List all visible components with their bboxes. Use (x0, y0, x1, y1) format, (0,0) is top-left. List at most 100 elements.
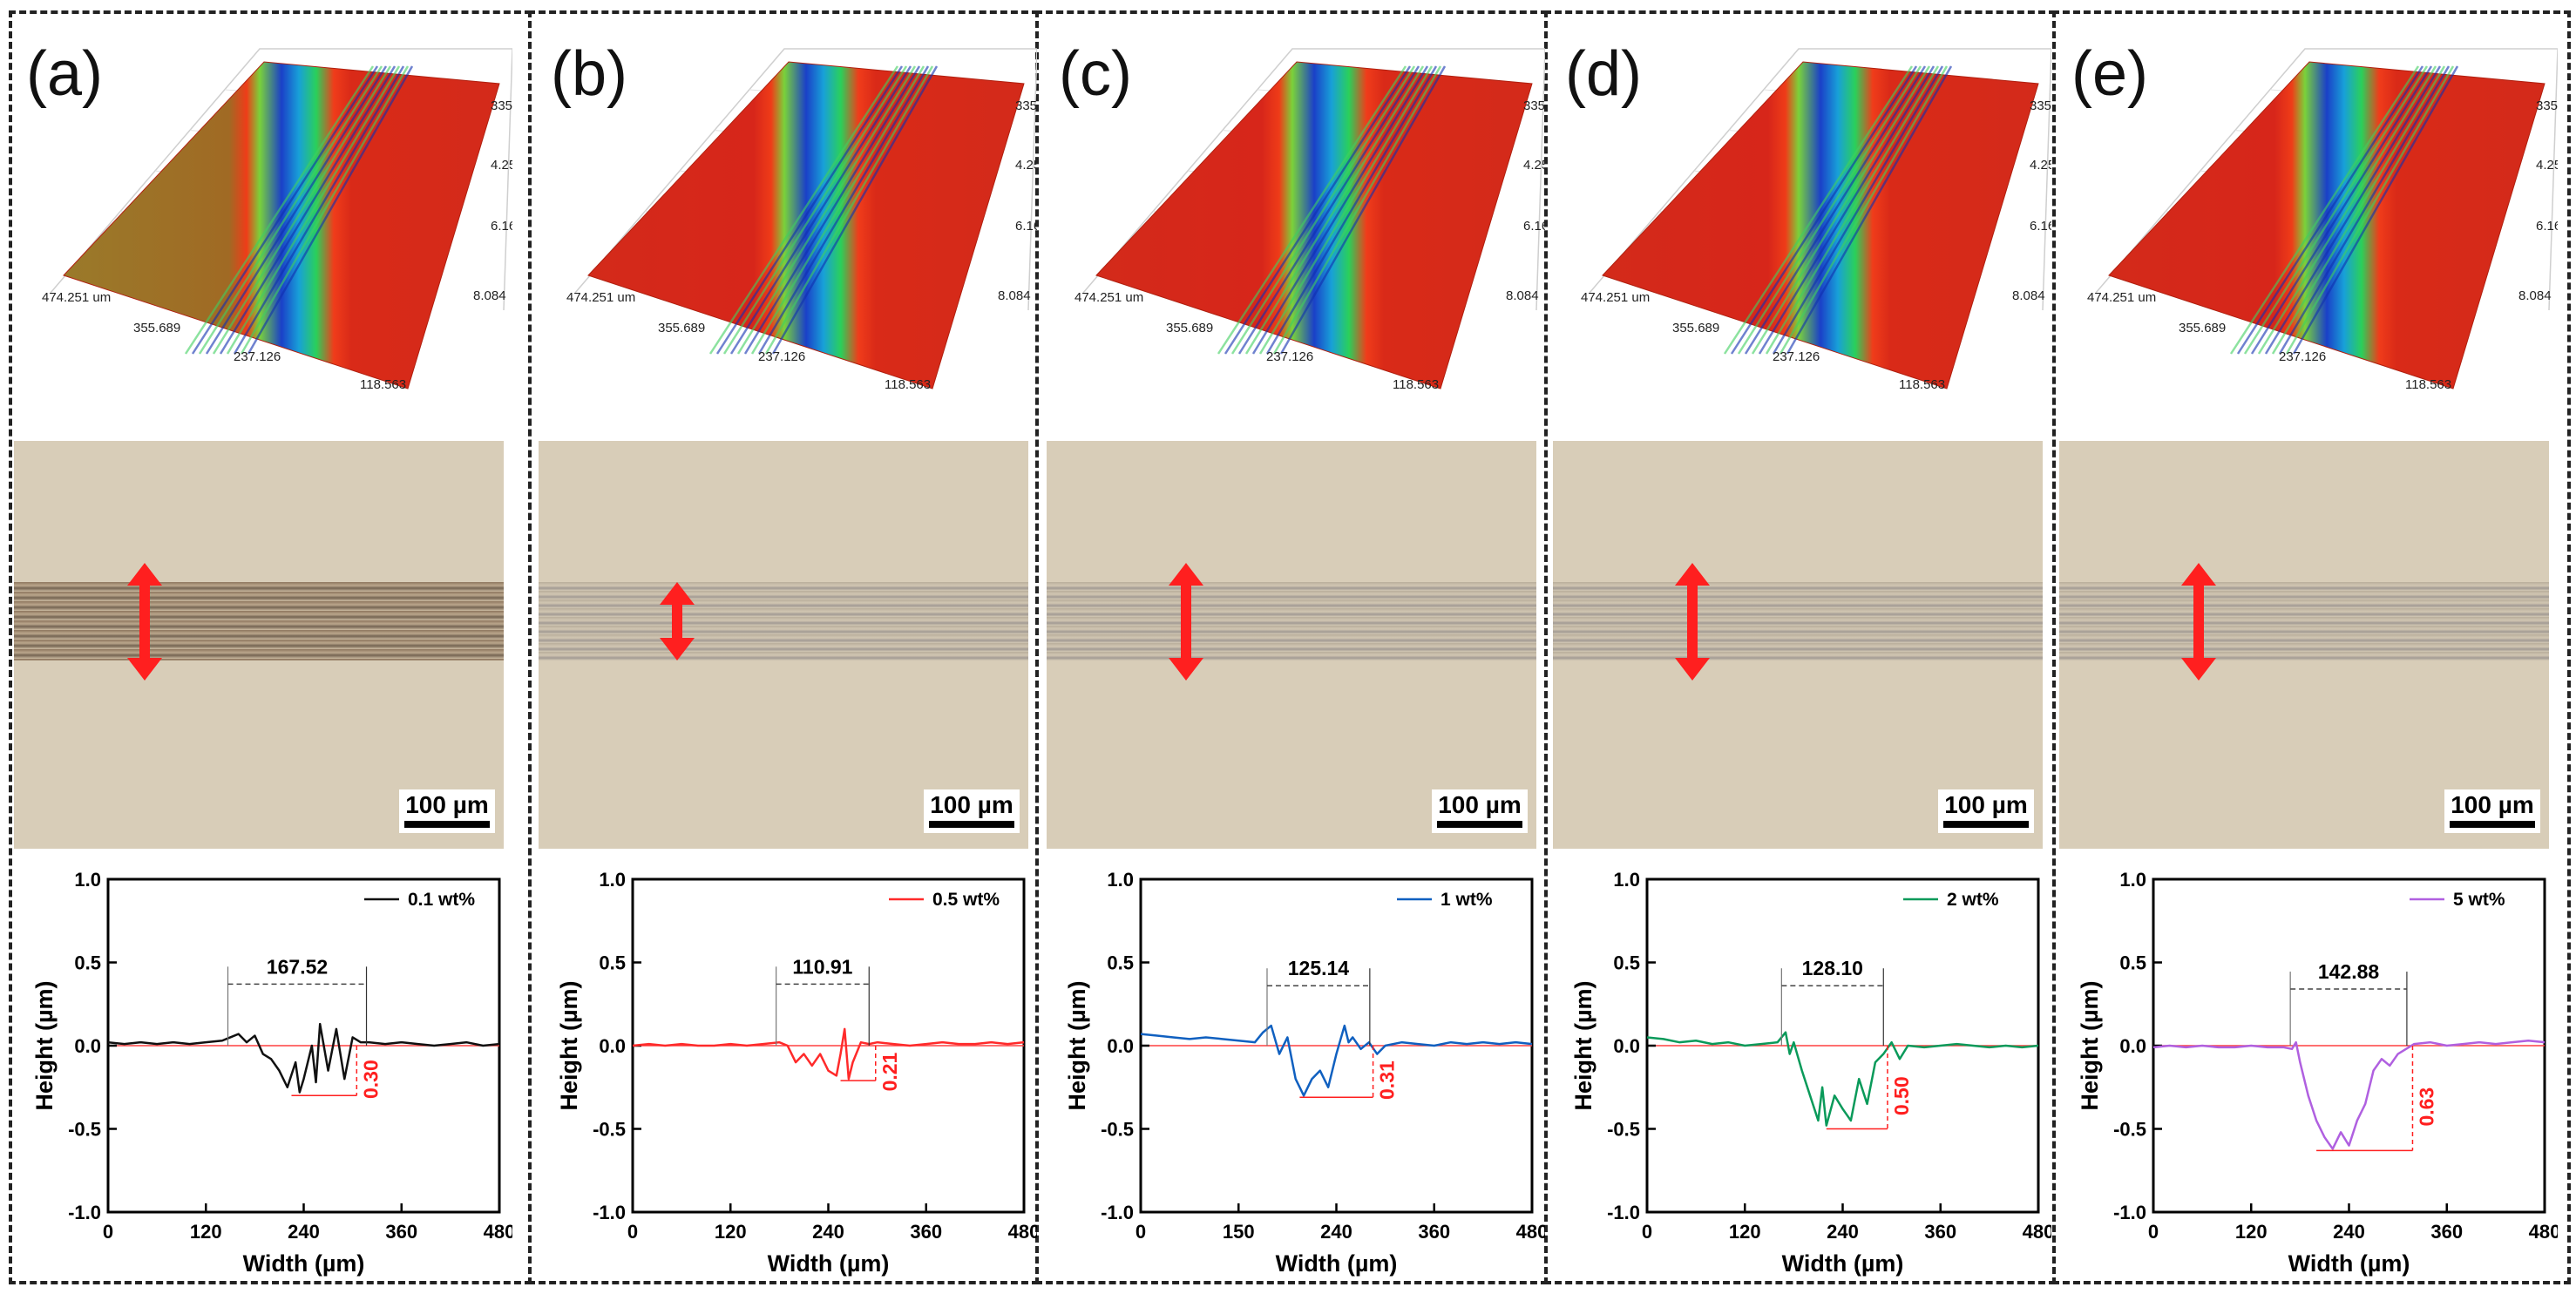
surface-axis-label: 118.563 (885, 377, 931, 392)
surface-3d-plot: 474.251 um 355.689 237.126 118.563 335 um 4.2… (1074, 48, 1545, 392)
wear-track-streak (1265, 65, 1438, 355)
wear-track-streak (2264, 65, 2442, 355)
x-tick-label: 0 (103, 1221, 113, 1243)
surface-axis-label: 118.563 (360, 377, 406, 392)
wear-track-streak (2229, 65, 2420, 355)
y-tick-label: 1.0 (2119, 869, 2146, 891)
micrograph-background (1047, 441, 1536, 849)
y-tick-label: -1.0 (1101, 1202, 1134, 1223)
wear-track (1047, 582, 1536, 661)
panel-b: 474.251 um 355.689 237.126 118.563 335 um 4.2… (532, 14, 1037, 1281)
profile-series-line (1646, 1031, 2039, 1127)
wear-track (14, 582, 504, 661)
scale-bar-label: 100 µm (1944, 791, 2028, 818)
wear-track (539, 582, 1028, 661)
panel-label: (a) (26, 39, 103, 109)
legend-label: 0.5 wt% (932, 890, 1000, 910)
x-tick-label: 150 (1223, 1221, 1255, 1243)
surface-axis-label: 118.563 (2405, 377, 2451, 392)
surface-axis-label: 335 um (491, 98, 512, 113)
wear-track-streak (757, 65, 930, 355)
y-tick-label: 0.0 (1107, 1035, 1134, 1057)
y-tick-label: -1.0 (2113, 1202, 2146, 1223)
panel-label: (d) (1565, 39, 1642, 109)
x-tick-label: 0 (2148, 1221, 2159, 1243)
scale-bar-label: 100 µm (2451, 791, 2534, 818)
depth-annotation-value: 0.63 (2415, 1087, 2437, 1127)
y-tick-label: -0.5 (68, 1119, 101, 1141)
x-tick-label: 480 (1008, 1221, 1037, 1243)
panel-d: 474.251 um 355.689 237.126 118.563 335 um 4.2… (1546, 14, 2051, 1281)
y-tick-label: 0.0 (74, 1035, 101, 1057)
surface-axis-label: 335 um (1523, 98, 1545, 113)
y-tick-label: -1.0 (1607, 1202, 1640, 1223)
surface-axis-label: 474.251 um (2087, 290, 2156, 305)
wear-track-streak (1258, 65, 1434, 355)
surface-axis-label: 237.126 (1266, 349, 1313, 364)
surface-axis-label: 8.084 (998, 288, 1031, 303)
panel-e: 474.251 um 355.689 237.126 118.563 335 um 4.2… (2052, 14, 2558, 1281)
optical-micrograph: 100 µm (2059, 441, 2549, 849)
x-tick-label: 0 (1642, 1221, 1652, 1243)
scale-bar-label: 100 µm (1438, 791, 1522, 818)
x-tick-label: 240 (2333, 1221, 2365, 1243)
surface-axis-label: 335 um (2030, 98, 2051, 113)
x-tick-label: 360 (1924, 1221, 1956, 1243)
surface-axis-label: 335 um (2536, 98, 2558, 113)
y-tick-label: 0.0 (1613, 1035, 1640, 1057)
wear-track-streak (1786, 65, 1953, 355)
y-tick-label: 0.5 (1613, 952, 1640, 974)
wear-track-streak (2285, 65, 2455, 355)
profile-series-line (2152, 1040, 2545, 1150)
surface-grid (1589, 48, 2051, 311)
scale-bar: 100 µm (1938, 789, 2034, 833)
surface-axis-label: 237.126 (234, 349, 281, 364)
wear-track-streak (191, 65, 379, 355)
x-tick-label: 120 (1729, 1221, 1761, 1243)
panel-label: (b) (551, 39, 627, 109)
wear-track-streak (1244, 65, 1425, 355)
optical-micrograph: 100 µm (539, 441, 1028, 849)
wear-track-streak (1279, 65, 1447, 355)
micrograph-background (2059, 441, 2549, 849)
wear-track-streak (212, 65, 392, 355)
width-annotation-value: 128.10 (1802, 957, 1863, 979)
panel-c: 474.251 um 355.689 237.126 118.563 335 um 4.2… (1040, 14, 1545, 1281)
wear-track-streak (1251, 65, 1429, 355)
wear-track-streak (1737, 65, 1922, 355)
surface-axis-label: 474.251 um (1074, 290, 1143, 305)
surface-axis-label: 237.126 (758, 349, 805, 364)
scale-bar-line (929, 821, 1014, 828)
legend-label: 0.1 wt% (408, 890, 475, 910)
micrograph-background (539, 441, 1028, 849)
x-tick-label: 480 (2529, 1221, 2558, 1243)
surface-axis-label: 355.689 (658, 321, 705, 335)
scale-bar-line (404, 821, 490, 828)
wear-track-streak (233, 65, 405, 355)
surface-axis-label: 8.084 (1506, 288, 1539, 303)
y-tick-label: 0.0 (599, 1035, 626, 1057)
panel-a: 474.251 um 355.689 237.126 118.563 335 um 4.2… (7, 14, 512, 1281)
arrow-shape (127, 562, 162, 681)
surface-grid (1082, 48, 1545, 311)
y-tick-label: -1.0 (593, 1202, 626, 1223)
surface-axis-label: 6.168 (2536, 219, 2558, 234)
y-axis-label: Height (µm) (1064, 980, 1090, 1110)
x-axis-label: Width (µm) (768, 1250, 890, 1277)
x-tick-label: 120 (2235, 1221, 2268, 1243)
wear-track-streak (2278, 65, 2451, 355)
surface-axis-label: 4.251 (1015, 158, 1037, 173)
y-tick-label: 0.5 (599, 952, 626, 974)
y-tick-label: 0.5 (74, 952, 101, 974)
y-tick-label: 1.0 (1107, 869, 1134, 891)
wear-track (1553, 582, 2043, 661)
y-tick-label: -0.5 (1607, 1119, 1640, 1141)
wear-track-streak (219, 65, 397, 355)
wear-track-streak (1744, 65, 1927, 355)
x-tick-label: 480 (1516, 1221, 1545, 1243)
wear-track-streak (750, 65, 925, 355)
x-tick-label: 240 (288, 1221, 320, 1243)
surface-3d-plot: 474.251 um 355.689 237.126 118.563 335 um 4.2… (42, 48, 512, 392)
surface-grid (2095, 48, 2558, 311)
